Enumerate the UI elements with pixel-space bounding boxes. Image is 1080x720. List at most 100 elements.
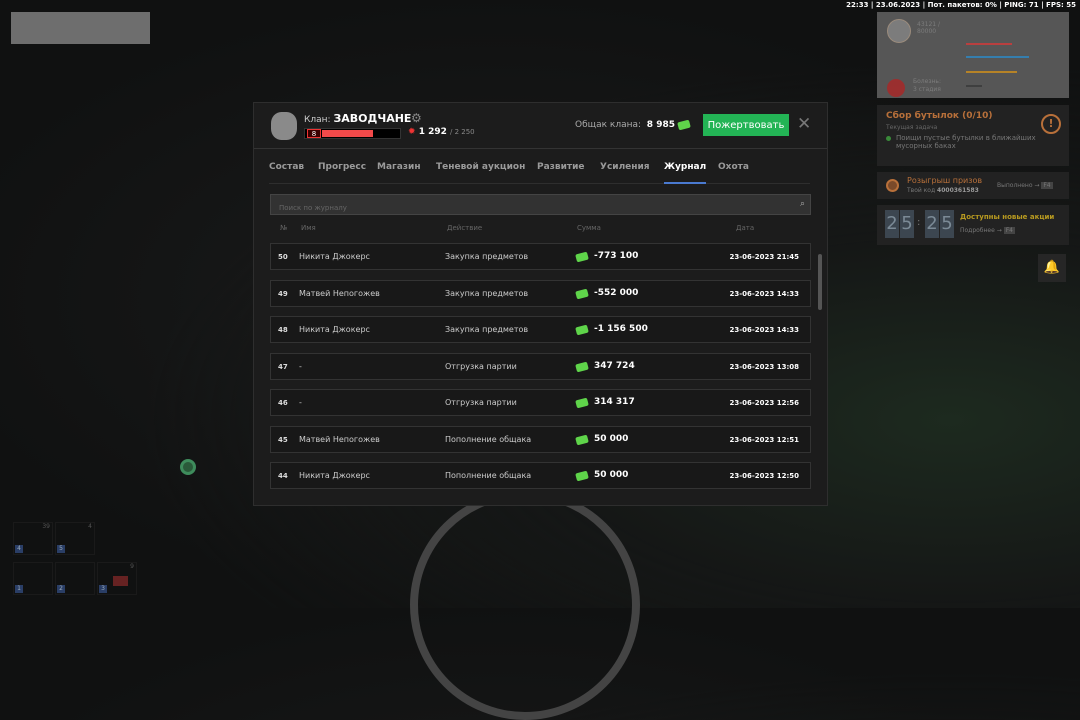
table-row: 47 - Отгрузка партии 347 724 23-06-2023 … bbox=[270, 352, 811, 380]
row-number: 49 bbox=[278, 289, 288, 298]
row-number: 47 bbox=[278, 362, 288, 371]
row-name: Матвей Непогожев bbox=[299, 434, 380, 444]
hotbar-slot[interactable]: 4 39 bbox=[13, 522, 53, 555]
clan-label: Клан: bbox=[304, 115, 331, 125]
cash-icon bbox=[575, 397, 589, 409]
timer-digit: 5 bbox=[940, 210, 954, 238]
row-action: Отгрузка партии bbox=[445, 361, 517, 371]
prize-code: 4000361583 bbox=[937, 187, 979, 194]
bank-value: 8 985 bbox=[646, 120, 675, 130]
server-status: 22:33 | 23.06.2023 | Пот. пакетов: 0% | … bbox=[846, 1, 1076, 9]
ground-circle bbox=[410, 490, 640, 720]
tab-shop[interactable]: Магазин bbox=[377, 162, 421, 172]
map-marker-icon bbox=[180, 459, 196, 475]
row-date: 23-06-2023 14:33 bbox=[729, 289, 800, 298]
column-header-sum: Сумма bbox=[577, 224, 601, 232]
prize-status: Выполнено → bbox=[997, 182, 1040, 189]
cash-icon bbox=[575, 470, 589, 482]
row-name: - bbox=[299, 361, 302, 371]
search-input[interactable] bbox=[271, 198, 771, 218]
row-sum: 314 317 bbox=[594, 397, 635, 407]
table-row: 48 Никита Джокерс Закупка предметов -1 1… bbox=[270, 316, 811, 343]
reputation-max: / 2 250 bbox=[450, 128, 475, 136]
quest-task: Поищи пустые бутылки в ближайших мусорны… bbox=[886, 134, 1036, 150]
tab-progress[interactable]: Прогресс bbox=[318, 162, 367, 172]
xp-ring-icon bbox=[887, 19, 911, 43]
health-bar bbox=[966, 43, 1012, 45]
column-header-no: № bbox=[280, 224, 288, 232]
row-name: Никита Джокерс bbox=[299, 252, 370, 261]
row-sum: 50 000 bbox=[594, 433, 629, 444]
tab-journal[interactable]: Журнал bbox=[664, 162, 707, 184]
gear-icon[interactable]: ⚙ bbox=[411, 111, 422, 125]
cash-icon bbox=[575, 361, 589, 372]
other-bar bbox=[966, 85, 982, 87]
player-status-panel: 43121 / 80000 Болезнь: 3 стадия bbox=[877, 12, 1069, 98]
quest-subtitle: Текущая задача bbox=[886, 124, 938, 131]
hidden-info-box bbox=[11, 12, 150, 44]
tab-hunt[interactable]: Охота bbox=[718, 162, 749, 172]
reputation-icon: ✹ bbox=[408, 127, 416, 137]
row-date: 23-06-2023 21:45 bbox=[729, 253, 800, 261]
food-bar bbox=[966, 71, 1017, 73]
scrollbar[interactable] bbox=[818, 254, 822, 310]
row-name: Матвей Непогожев bbox=[299, 288, 380, 298]
bell-icon[interactable]: 🔔 bbox=[1038, 254, 1066, 282]
tab-sostav[interactable]: Состав bbox=[269, 162, 305, 172]
timer-digit: 2 bbox=[885, 210, 899, 238]
row-number: 50 bbox=[278, 253, 288, 261]
clan-level: 8 bbox=[307, 129, 321, 138]
table-row: 49 Матвей Непогожев Закупка предметов -5… bbox=[270, 279, 811, 307]
search-icon[interactable]: ⌕ bbox=[799, 199, 805, 209]
water-bar bbox=[966, 56, 1029, 58]
timer-digit: 2 bbox=[925, 210, 939, 238]
row-sum: 347 724 bbox=[594, 360, 635, 371]
promo-timer-panel[interactable]: 2 5 : 2 5 Доступны новые акции Подробнее… bbox=[877, 205, 1069, 245]
tab-boosts[interactable]: Усиления bbox=[600, 162, 650, 172]
timer-digit: 5 bbox=[900, 210, 914, 238]
bank-label: Общак клана: bbox=[575, 120, 642, 130]
clan-logo bbox=[271, 112, 297, 140]
donate-button[interactable]: Пожертвовать bbox=[703, 114, 789, 136]
clan-header: Клан: ЗАВОДЧАНЕ ⚙ 8 ✹ 1 292 / 2 250 Обща… bbox=[254, 103, 827, 149]
row-date: 23-06-2023 14:33 bbox=[729, 326, 800, 334]
tab-development[interactable]: Развитие bbox=[537, 162, 585, 172]
row-date: 23-06-2023 12:56 bbox=[729, 399, 800, 407]
cash-icon bbox=[575, 434, 589, 445]
tab-shadow-auction[interactable]: Теневой аукцион bbox=[436, 162, 526, 172]
row-action: Закупка предметов bbox=[445, 288, 529, 298]
clan-window: Клан: ЗАВОДЧАНЕ ⚙ 8 ✹ 1 292 / 2 250 Обща… bbox=[253, 102, 828, 506]
cash-icon bbox=[575, 288, 589, 299]
row-action: Закупка предметов bbox=[445, 325, 529, 334]
clan-level-bar: 8 bbox=[304, 128, 401, 139]
prize-panel[interactable]: Розыгрыш призов Твой код 4000361583 Выпо… bbox=[877, 172, 1069, 199]
column-header-date: Дата bbox=[736, 224, 755, 232]
promo-more: Подробнее → bbox=[960, 227, 1002, 234]
column-header-action: Действие bbox=[447, 224, 483, 232]
column-header-name: Имя bbox=[301, 224, 316, 232]
reputation-value: 1 292 bbox=[418, 127, 447, 137]
row-number: 45 bbox=[278, 435, 288, 444]
row-date: 23-06-2023 12:50 bbox=[729, 472, 800, 480]
quest-panel: Сбор бутылок (0/10) Текущая задача Поищи… bbox=[877, 105, 1069, 166]
timer-separator: : bbox=[917, 217, 921, 228]
prize-code-label: Твой код bbox=[907, 187, 936, 194]
key-hint: F4 bbox=[1041, 182, 1053, 189]
row-action: Пополнение общака bbox=[445, 434, 532, 444]
row-sum: -1 156 500 bbox=[594, 324, 648, 334]
hotbar-slot[interactable]: 1 bbox=[13, 562, 53, 595]
hotbar-slot[interactable]: 2 bbox=[55, 562, 95, 595]
row-number: 46 bbox=[278, 399, 288, 407]
table-row: 46 - Отгрузка партии 314 317 23-06-2023 … bbox=[270, 389, 811, 416]
row-date: 23-06-2023 13:08 bbox=[729, 362, 800, 371]
row-action: Пополнение общака bbox=[445, 471, 532, 480]
key-hint: F4 bbox=[1003, 227, 1015, 234]
quest-title: Сбор бутылок (0/10) bbox=[886, 111, 993, 121]
close-icon[interactable]: ✕ bbox=[797, 114, 812, 134]
row-date: 23-06-2023 12:51 bbox=[729, 435, 800, 444]
cash-icon bbox=[575, 251, 589, 263]
clan-tabs: Состав Прогресс Магазин Теневой аукцион … bbox=[269, 155, 810, 184]
exclamation-icon: ! bbox=[1041, 114, 1061, 134]
